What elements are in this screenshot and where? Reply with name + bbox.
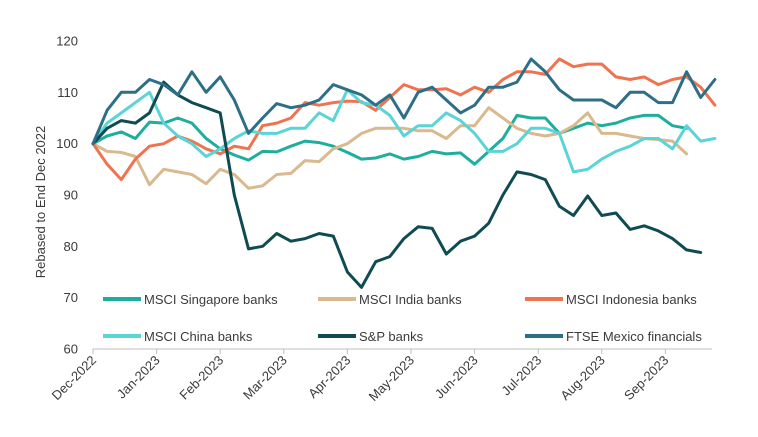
series-group — [91, 57, 717, 289]
x-tick-label: Dec-2022 — [49, 353, 99, 403]
x-tick-label: Sep-2023 — [621, 353, 671, 403]
series-line-ftse-mexico-financials — [91, 57, 717, 146]
x-tick-label: Apr-2023 — [305, 353, 353, 401]
series-line-msci-china-banks — [91, 88, 717, 174]
y-tick-label: 70 — [64, 290, 78, 305]
y-tick-label: 80 — [64, 239, 78, 254]
x-tick-label: Feb-2023 — [176, 353, 226, 403]
legend: MSCI Singapore banks MSCI India banks MSCI… — [103, 292, 702, 344]
series-line-msci-singapore-banks — [91, 113, 689, 166]
y-tick-label: 100 — [56, 136, 78, 151]
y-tick-label: 110 — [57, 85, 78, 100]
series-line-msci-india-banks — [91, 106, 689, 190]
legend-label: S&P banks — [359, 329, 424, 344]
legend-label: MSCI Indonesia banks — [566, 292, 697, 307]
legend-label: MSCI China banks — [144, 329, 253, 344]
series-line-msci-indonesia-banks — [91, 57, 717, 182]
x-tick-label: Jun-2023 — [432, 353, 481, 402]
y-axis-label-group: Rebased to End Dec 2022 — [33, 126, 48, 279]
x-tick-label: Mar-2023 — [240, 353, 290, 403]
y-ticks: 60 70 80 90 100 110 120 — [56, 34, 78, 357]
y-tick-label: 120 — [56, 34, 78, 49]
x-tick-label: May-2023 — [366, 353, 417, 404]
x-tick-label: Aug-2023 — [557, 353, 607, 403]
y-tick-label: 60 — [64, 342, 78, 357]
x-tick-label: Jul-2023 — [498, 353, 544, 399]
series-line-s-p-banks — [91, 80, 703, 289]
x-ticks: Dec-2022 Jan-2023 Feb-2023 Mar-2023 Apr-2023… — [49, 349, 672, 404]
legend-label: MSCI India banks — [359, 292, 462, 307]
y-axis-label: Rebased to End Dec 2022 — [33, 126, 48, 279]
x-tick-label: Jan-2023 — [114, 353, 163, 402]
y-tick-label: 90 — [64, 188, 78, 203]
legend-label: FTSE Mexico financials — [566, 329, 702, 344]
legend-label: MSCI Singapore banks — [144, 292, 278, 307]
